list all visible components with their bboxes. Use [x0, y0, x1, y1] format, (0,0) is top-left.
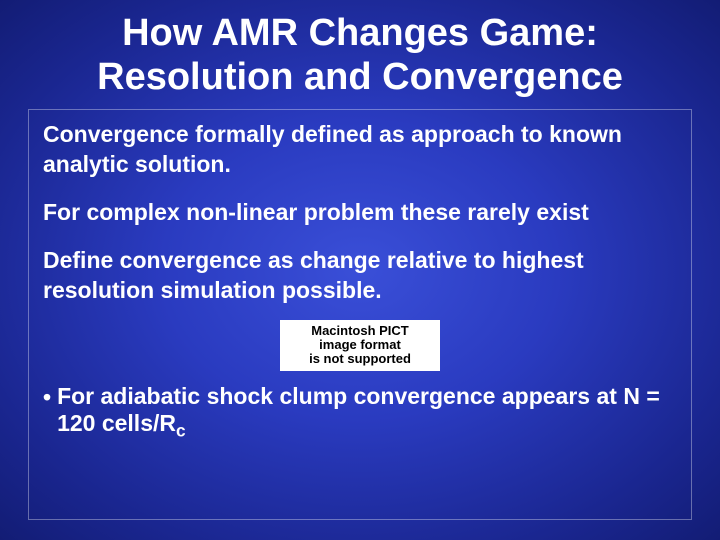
slide-title: How AMR Changes Game: Resolution and Con…	[28, 12, 692, 99]
placeholder-line-1: Macintosh PICT	[286, 324, 434, 338]
bullet-subscript: c	[176, 420, 186, 440]
paragraph-2: For complex non-linear problem these rar…	[43, 198, 677, 228]
title-line-1: How AMR Changes Game:	[28, 12, 692, 56]
paragraph-3: Define convergence as change relative to…	[43, 246, 677, 306]
pict-image-placeholder: Macintosh PICT image format is not suppo…	[280, 320, 440, 371]
title-line-2: Resolution and Convergence	[28, 56, 692, 100]
placeholder-line-2: image format	[286, 338, 434, 352]
bullet-text-main: For adiabatic shock clump convergence ap…	[57, 383, 660, 436]
spacer	[43, 228, 677, 246]
placeholder-line-3: is not supported	[286, 352, 434, 366]
bullet-item: • For adiabatic shock clump convergence …	[43, 383, 677, 442]
content-box: Convergence formally defined as approach…	[28, 109, 692, 520]
spacer	[43, 180, 677, 198]
bullet-icon: •	[43, 383, 51, 413]
paragraph-1: Convergence formally defined as approach…	[43, 120, 677, 180]
slide-root: How AMR Changes Game: Resolution and Con…	[0, 0, 720, 540]
bullet-text: For adiabatic shock clump convergence ap…	[57, 383, 677, 442]
